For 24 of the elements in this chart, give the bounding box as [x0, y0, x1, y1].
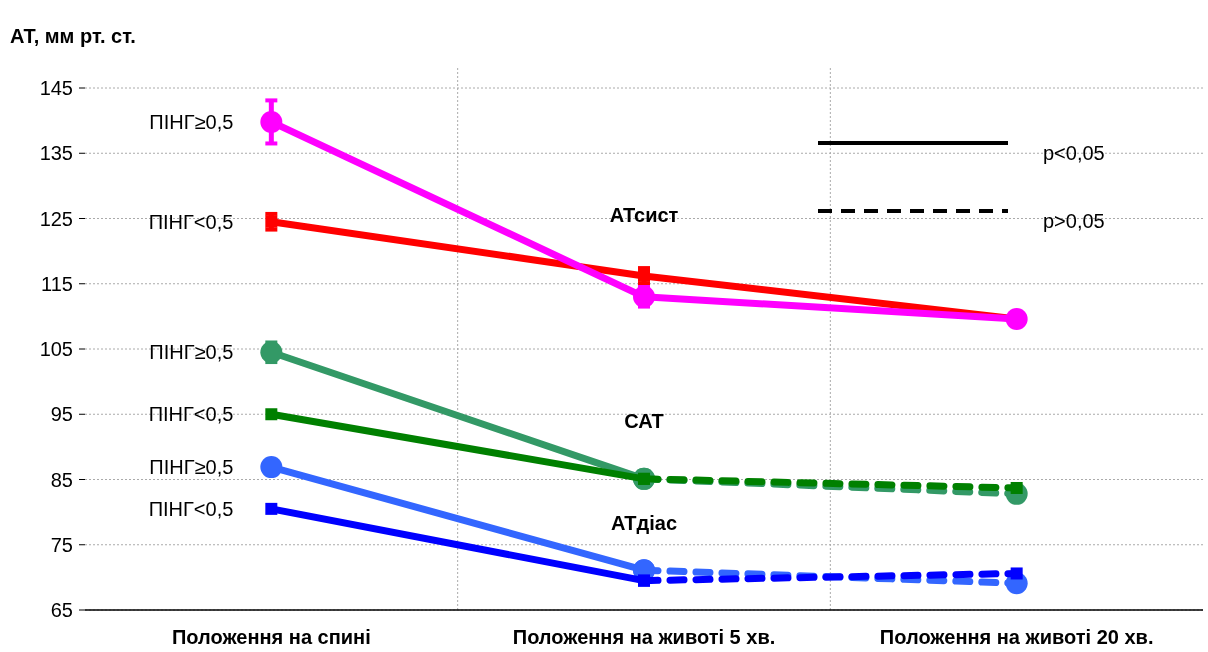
x-tick-label: Положення на животі 5 хв.	[512, 626, 776, 648]
y-tick-label: 85	[50, 468, 73, 491]
series-label: ПІНГ≥0,5	[149, 110, 234, 133]
y-tick-label: 75	[50, 533, 73, 556]
y-tick-label: 95	[50, 403, 73, 426]
y-tick-label: 135	[39, 142, 73, 165]
series-label: ПІНГ<0,5	[148, 497, 234, 520]
y-tick-label: 105	[39, 338, 73, 360]
y-axis-title: АТ, мм рт. ст.	[10, 25, 136, 47]
series-label: ПІНГ<0,5	[148, 403, 234, 426]
x-tick-label: Положення на спині	[171, 626, 371, 648]
annotation: САТ	[624, 409, 664, 432]
y-tick-label: 65	[50, 599, 73, 621]
series-label: ПІНГ≥0,5	[149, 456, 234, 479]
y-tick-label: 115	[41, 272, 73, 295]
x-tick-label: Положення на животі 20 хв.	[879, 626, 1154, 648]
annotation: p>0,05	[1043, 210, 1105, 232]
annotation: АТдіас	[610, 512, 678, 535]
y-tick-label: 125	[39, 207, 73, 230]
annotation: p<0,05	[1043, 142, 1105, 164]
annotation: АТсист	[609, 204, 679, 227]
y-tick-label: 145	[39, 77, 73, 99]
series-label: ПІНГ≥0,5	[149, 341, 234, 364]
series-label: ПІНГ<0,5	[148, 210, 234, 233]
